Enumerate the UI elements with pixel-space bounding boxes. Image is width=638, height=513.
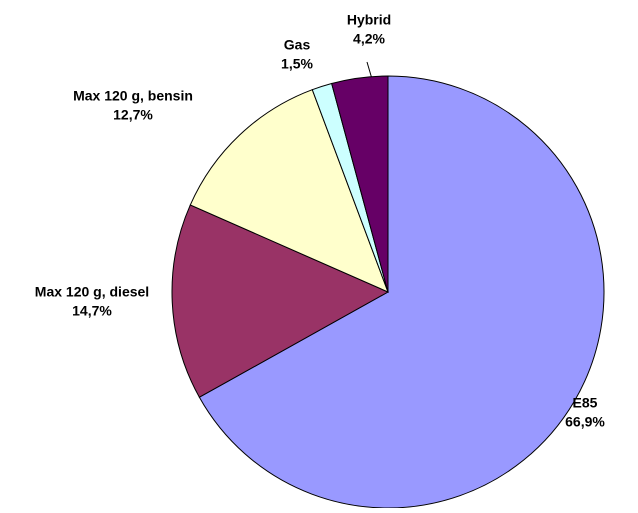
slice-label: Max 120 g, bensin <box>73 88 193 104</box>
value-label: 12,7% <box>113 107 153 123</box>
value-label: 14,7% <box>72 303 112 319</box>
pie-slice <box>331 75 389 293</box>
slice-label: Gas <box>284 37 311 53</box>
value-label: 4,2% <box>353 31 385 47</box>
slice-label: E85 <box>573 395 598 411</box>
value-label: 1,5% <box>281 56 313 72</box>
slice-label: Max 120 g, diesel <box>35 284 149 300</box>
pie-slice <box>171 204 390 398</box>
pie-slice <box>189 89 389 293</box>
value-label: 66,9% <box>565 414 605 430</box>
slice-label: Hybrid <box>347 12 391 28</box>
pie-slice <box>198 75 605 509</box>
